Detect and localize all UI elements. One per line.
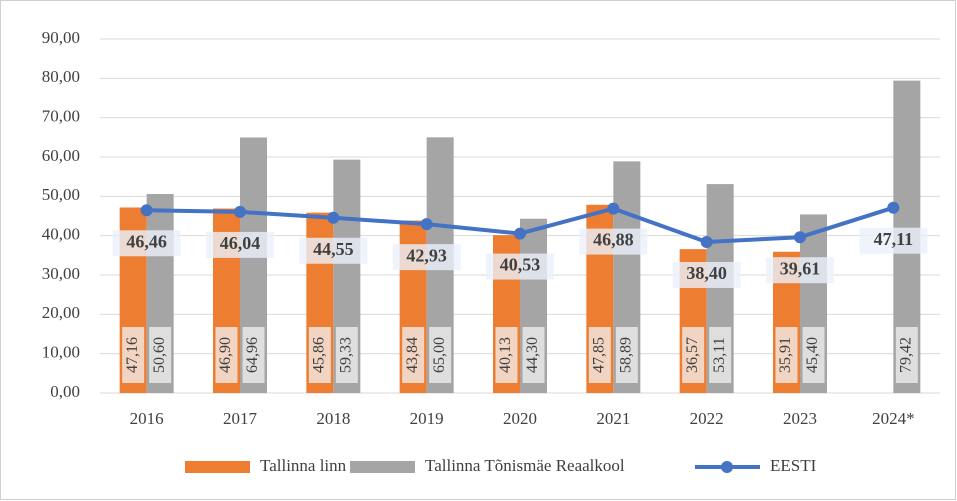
line-value-label: 46,46: [126, 231, 167, 251]
x-tick-label: 2022: [690, 409, 724, 428]
label-bg: [522, 327, 545, 383]
line-point: [887, 201, 900, 214]
bar-value-label: 59,33: [338, 337, 355, 373]
line-value-label: 42,93: [406, 245, 447, 265]
x-tick-label: 2024*: [872, 409, 915, 428]
label-bg: [308, 327, 331, 383]
y-tick-label: 40,00: [42, 225, 80, 244]
bar-value-label: 40,13: [497, 337, 514, 373]
line-point: [794, 231, 806, 244]
label-bg: [149, 327, 172, 383]
line-point: [327, 211, 340, 224]
line-point: [140, 204, 153, 217]
label-bg: [215, 327, 238, 383]
legend-swatch: [350, 461, 415, 473]
legend-label: Tallinna Tõnismäe Reaalkool: [425, 456, 625, 475]
bar-value-label: 45,40: [804, 337, 821, 373]
label-bg: [335, 327, 358, 383]
y-tick-label: 30,00: [42, 264, 80, 283]
bar-value-label: 65,00: [431, 337, 448, 373]
bar-value-label: 44,30: [524, 337, 541, 373]
x-tick-label: 2019: [410, 409, 444, 428]
label-bg: [766, 257, 834, 284]
x-tick-label: 2017: [223, 409, 258, 428]
line-point: [420, 218, 433, 231]
legend-label: Tallinna linn: [260, 456, 347, 475]
bar-value-label: 64,96: [244, 337, 261, 373]
bar-value-label: 47,85: [591, 337, 608, 373]
bar-value-label: 35,91: [777, 337, 794, 373]
label-bg: [495, 327, 518, 383]
line-point: [700, 235, 713, 248]
bar-value-label: 36,57: [684, 337, 701, 373]
label-bg: [299, 237, 368, 264]
line-point: [607, 202, 620, 215]
line-value-label: 40,53: [500, 255, 541, 275]
line-value-label: 38,40: [686, 263, 727, 283]
bar-value-label: 79,42: [898, 337, 915, 373]
line-value-label: 46,88: [593, 230, 634, 250]
x-tick-label: 2016: [130, 409, 164, 428]
bar-value-label: 50,60: [151, 337, 168, 373]
bar-value-label: 47,16: [124, 337, 141, 373]
y-tick-label: 50,00: [42, 185, 80, 204]
bar-value-label: 46,90: [217, 337, 234, 373]
label-bg: [206, 231, 274, 258]
label-bg: [392, 244, 461, 271]
y-tick-label: 60,00: [42, 146, 80, 165]
label-bg: [672, 261, 741, 288]
label-bg: [112, 230, 181, 257]
y-tick-label: 0,00: [50, 382, 80, 401]
label-bg: [486, 253, 554, 280]
y-tick-label: 70,00: [42, 107, 80, 126]
label-bg: [859, 227, 928, 254]
line-value-label: 46,04: [220, 233, 261, 253]
label-bg: [242, 327, 265, 383]
y-tick-label: 80,00: [42, 67, 80, 86]
y-tick-label: 10,00: [42, 343, 80, 362]
line-value-label: 47,11: [874, 229, 914, 249]
y-tick-label: 20,00: [42, 303, 80, 322]
bar-value-label: 58,89: [618, 337, 635, 373]
label-bg: [122, 327, 145, 383]
label-bg: [615, 327, 638, 383]
line-point: [514, 227, 526, 240]
label-bg: [709, 327, 732, 383]
x-tick-label: 2021: [596, 409, 630, 428]
x-tick-label: 2020: [503, 409, 537, 428]
label-bg: [588, 327, 611, 383]
label-bg: [579, 228, 648, 255]
label-bg: [775, 327, 798, 383]
line-value-label: 39,61: [780, 258, 821, 278]
label-bg: [895, 327, 918, 383]
line-point: [234, 205, 246, 218]
x-tick-label: 2018: [316, 409, 350, 428]
label-bg: [429, 327, 452, 383]
label-bg: [682, 327, 705, 383]
bar-value-label: 43,84: [404, 337, 421, 373]
label-bg: [802, 327, 825, 383]
legend-label: EESTI: [770, 456, 817, 475]
x-tick-label: 2023: [783, 409, 817, 428]
legend-swatch: [185, 461, 250, 473]
bar-value-label: 53,11: [711, 337, 728, 372]
line-value-label: 44,55: [313, 239, 354, 259]
y-tick-label: 90,00: [42, 28, 80, 47]
legend-swatch: [721, 461, 733, 473]
label-bg: [402, 327, 425, 383]
bar-value-label: 45,86: [311, 337, 328, 373]
